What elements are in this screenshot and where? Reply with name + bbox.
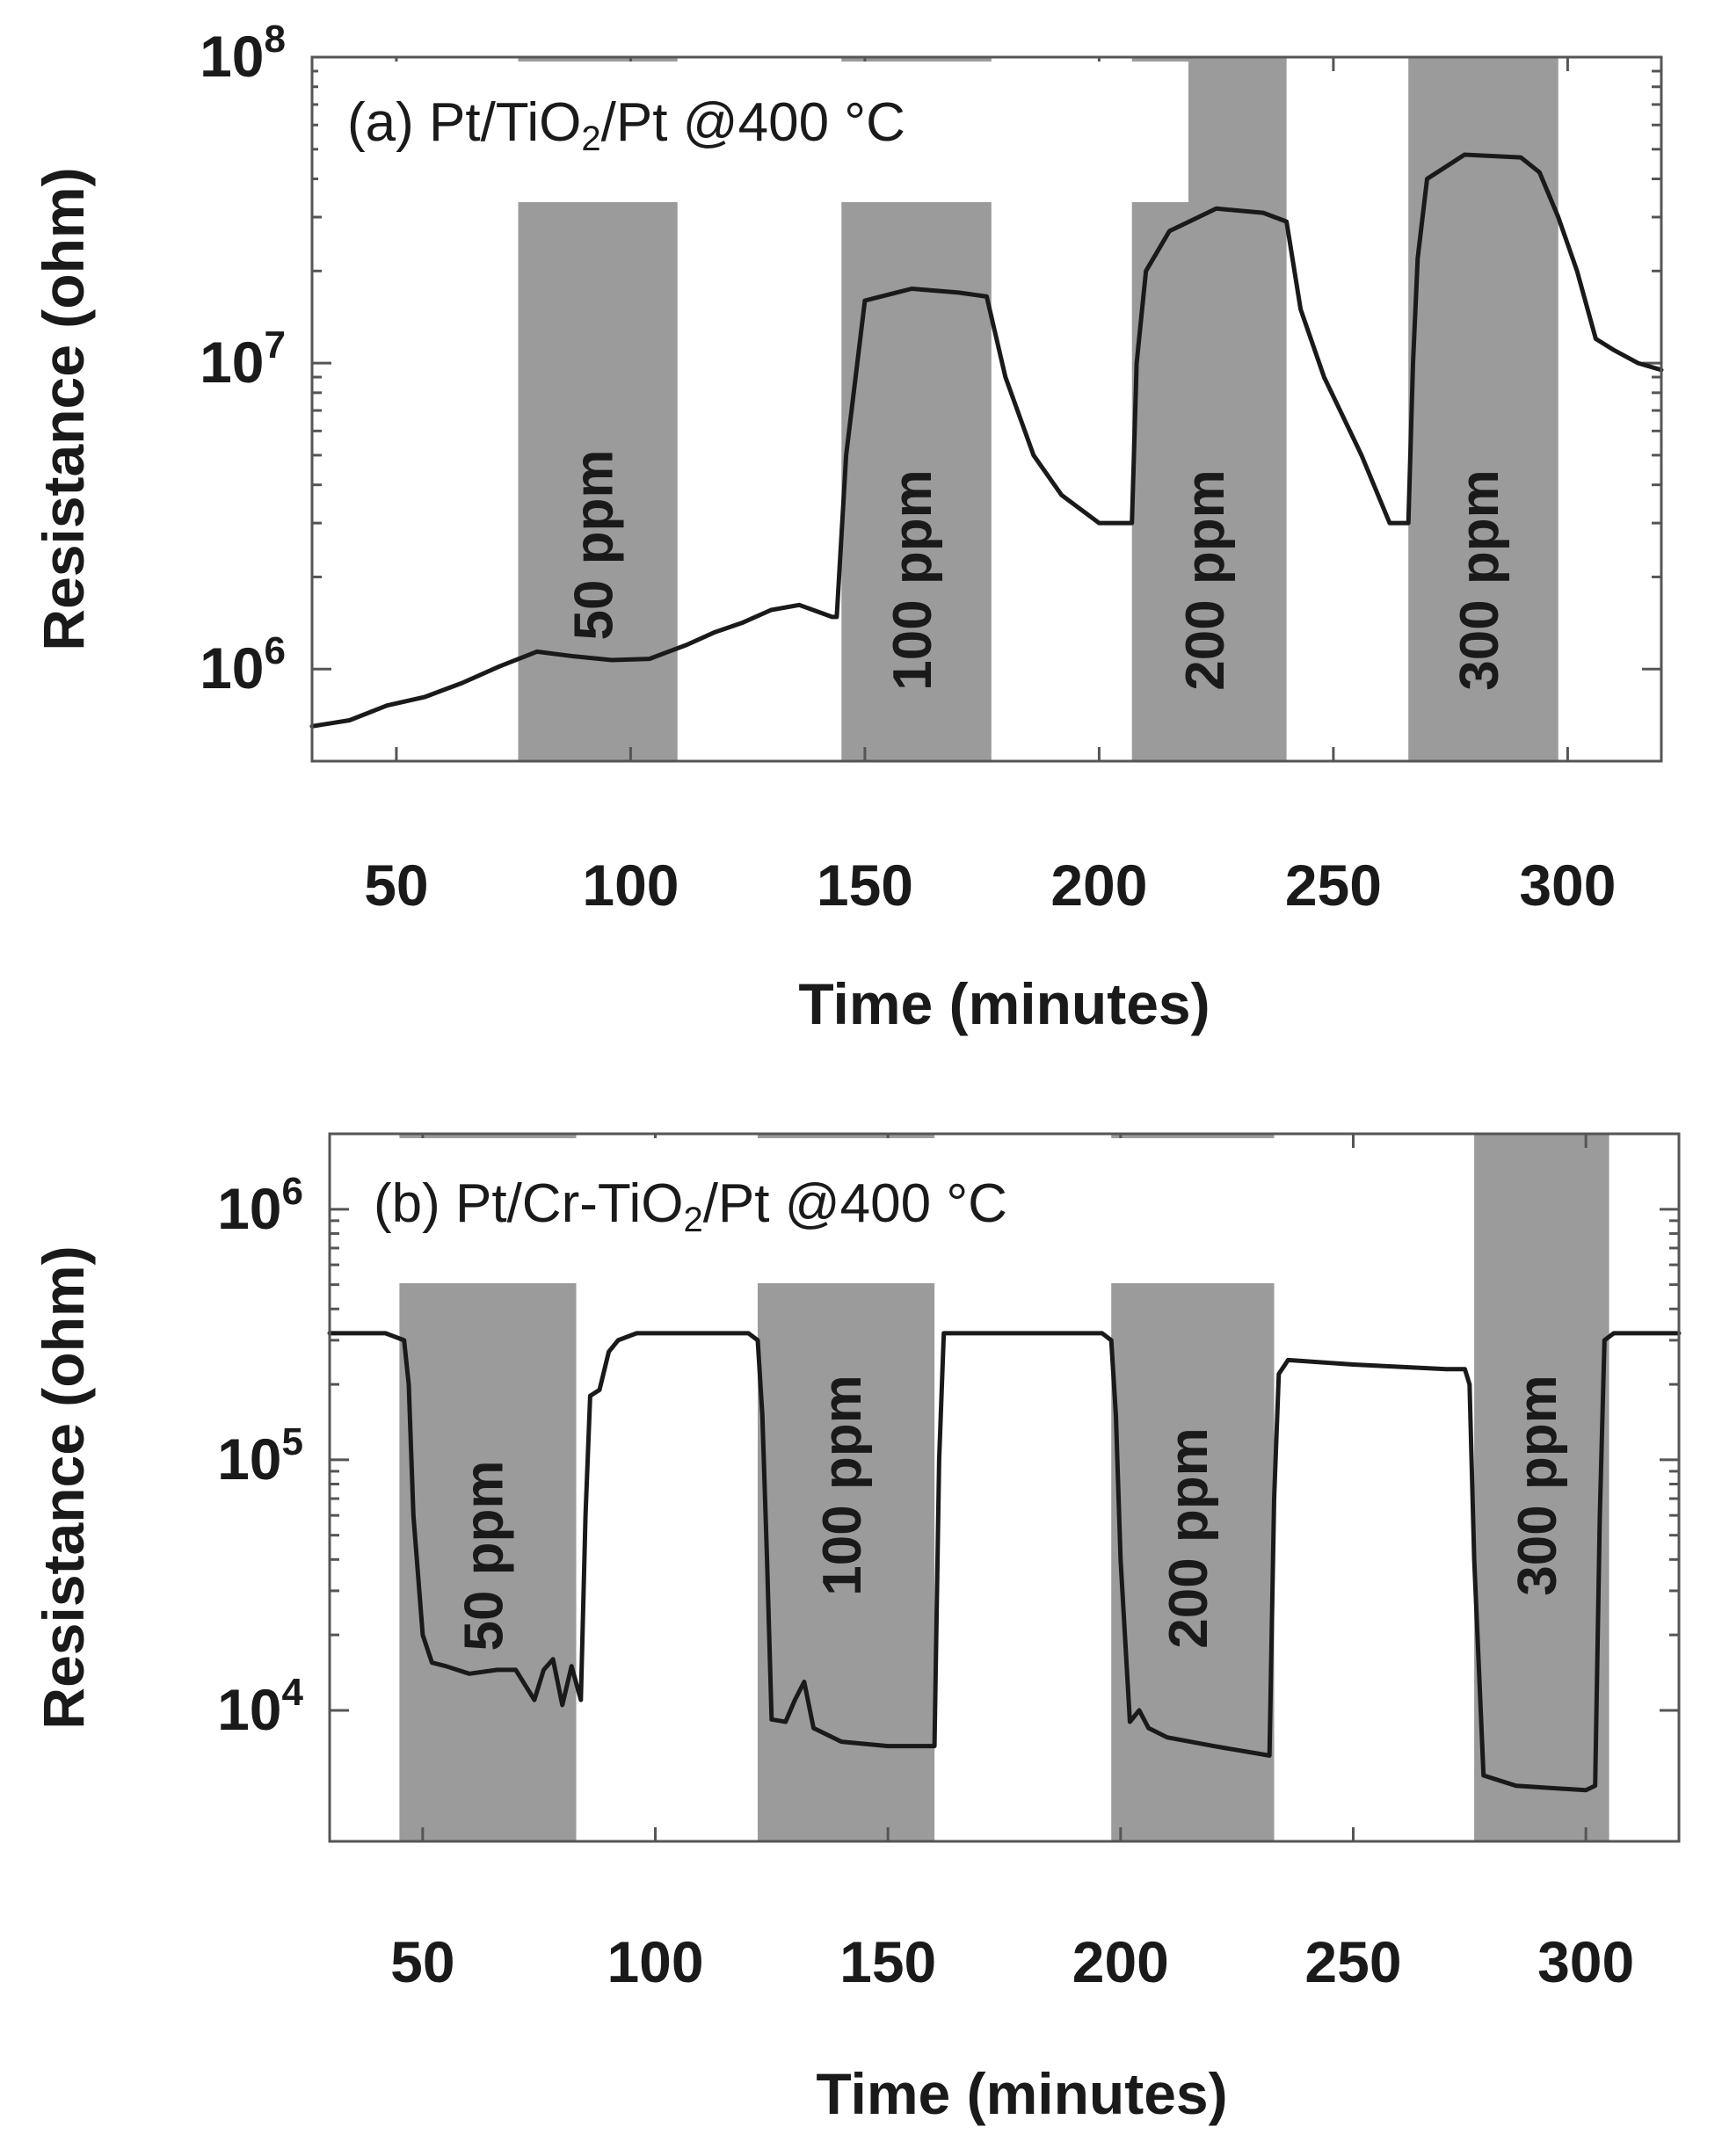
panel-a-x-tick-label-100: 100 xyxy=(582,853,679,918)
panel-b-band-labels: 50 ppm 100 ppm 200 ppm 300 ppm xyxy=(454,1375,1568,1651)
panel-a-band-label-1: 50 ppm xyxy=(563,449,624,640)
panel-b-y-tick-label-3: 106 xyxy=(217,1170,303,1241)
panel-b-x-tick-label-100: 100 xyxy=(607,1929,703,1994)
panel-b-y-tick-labels: 104 105 106 xyxy=(217,1170,303,1742)
panel-b-plot-frame xyxy=(328,1132,1681,1843)
panel-a-band-label-2: 100 ppm xyxy=(883,469,943,691)
panel-a-y-tick-label-3: 108 xyxy=(200,18,286,89)
panel-a-y-tick-label-1: 106 xyxy=(200,629,286,701)
panel-a-title: (a) Pt/TiO2/Pt @400 °C xyxy=(347,92,905,158)
panel-a-x-tick-label-200: 200 xyxy=(1050,853,1147,918)
panel-a-y-axis-title: Resistance (ohm) xyxy=(31,167,96,650)
panel-b-band-4 xyxy=(1474,1134,1609,1841)
panel-a-plot-frame xyxy=(310,55,1663,763)
panel-b-band-label-2: 100 ppm xyxy=(812,1375,873,1596)
panel-b-x-tick-label-300: 300 xyxy=(1537,1929,1634,1994)
panel-a-x-tick-label-50: 50 xyxy=(364,853,428,918)
panel-b-title: (b) Pt/Cr-TiO2/Pt @400 °C xyxy=(374,1173,1007,1239)
panel-b-x-tick-label-50: 50 xyxy=(390,1929,454,1994)
panel-b-bands xyxy=(399,1134,1609,1841)
panel-a-x-tick-label-150: 150 xyxy=(817,853,913,918)
panel-a-x-tick-label-300: 300 xyxy=(1519,853,1616,918)
panel-b-y-tick-label-1: 104 xyxy=(217,1671,303,1742)
panel-a-x-axis-title: Time (minutes) xyxy=(798,971,1210,1036)
panel-b-x-tick-labels: 50 100 150 200 250 300 xyxy=(390,1929,1634,1994)
panel-b-resistance-line xyxy=(327,1331,1682,1793)
panel-b-x-tick-label-250: 250 xyxy=(1304,1929,1401,1994)
panel-a-band-label-3: 200 ppm xyxy=(1175,469,1236,691)
panel-a-resistance-line xyxy=(309,152,1664,729)
panel-a-chart: 50 ppm 100 ppm 200 ppm 300 ppm (a) Pt/TiO2/… xyxy=(31,18,1664,1036)
panel-b-chart: 50 ppm 100 ppm 200 ppm 300 ppm (b) Pt/Cr-Ti… xyxy=(31,1132,1682,2126)
panel-b-band-label-4: 300 ppm xyxy=(1508,1375,1568,1596)
panel-a-x-tick-labels: 50 100 150 200 250 300 xyxy=(364,853,1616,918)
panel-a-band-label-4: 300 ppm xyxy=(1450,469,1510,691)
panel-b-x-axis-title: Time (minutes) xyxy=(816,2061,1227,2126)
panel-b-y-axis-title: Resistance (ohm) xyxy=(31,1245,96,1729)
panel-a-y-tick-labels: 106 107 108 xyxy=(200,18,286,701)
panel-b-title-box xyxy=(360,1138,1319,1283)
panel-a-title-box xyxy=(318,62,1188,202)
panel-b-band-label-1: 50 ppm xyxy=(454,1460,514,1651)
panel-a-band-labels: 50 ppm 100 ppm 200 ppm 300 ppm xyxy=(563,449,1509,690)
panel-b-x-tick-label-200: 200 xyxy=(1072,1929,1169,1994)
panel-a-y-tick-label-2: 107 xyxy=(200,323,286,395)
panel-b-x-tick-label-150: 150 xyxy=(839,1929,936,1994)
panel-b-band-label-3: 200 ppm xyxy=(1159,1427,1219,1649)
panel-b-y-tick-label-2: 105 xyxy=(217,1420,303,1492)
panel-a-x-tick-label-250: 250 xyxy=(1285,853,1382,918)
